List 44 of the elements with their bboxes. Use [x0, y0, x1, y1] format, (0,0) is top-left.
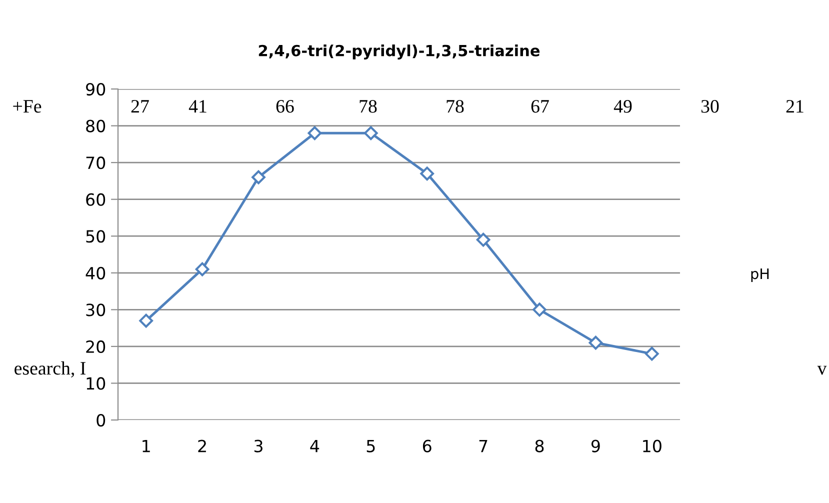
- y-tick-label: 60: [86, 193, 106, 206]
- point: [476, 232, 490, 247]
- annotation: 66: [276, 100, 294, 113]
- x-tick-label: 3: [254, 440, 262, 452]
- point: [252, 170, 266, 184]
- y-tick-label: 50: [86, 230, 106, 243]
- y-tick-label: 20: [86, 340, 106, 354]
- point: [532, 302, 546, 317]
- text: +Fe: [13, 100, 42, 113]
- text: 21: [786, 100, 804, 113]
- annotation: 78: [446, 100, 464, 113]
- text: 30: [701, 100, 719, 113]
- y-tick-label: 10: [86, 377, 106, 390]
- x-tick-label: 9: [591, 440, 600, 452]
- point: [139, 314, 154, 328]
- point: [308, 126, 322, 140]
- y-tick-label: 30: [86, 304, 106, 316]
- text: v: [817, 366, 827, 375]
- y-tick-label: 70: [86, 156, 106, 170]
- annotation: 67: [531, 100, 549, 113]
- annotation: 41: [188, 100, 206, 113]
- text: pH: [751, 268, 769, 282]
- x-tick-label: 4: [310, 440, 320, 452]
- chart-title: 2,4,6-tri(2-pyridyl)-1,3,5-triazine: [258, 44, 540, 60]
- y-tick-label: 90: [86, 82, 106, 96]
- point: [364, 126, 378, 140]
- x-tick-label: 7: [479, 440, 488, 452]
- annotation: 27: [131, 100, 149, 113]
- x-tick-label: 5: [366, 440, 375, 452]
- y-tick-label: 80: [86, 120, 106, 132]
- x-tick-label: 2: [198, 440, 206, 452]
- x-tick-label: 10: [643, 440, 662, 452]
- point: [644, 346, 659, 361]
- point: [420, 166, 434, 181]
- x-tick-label: 1: [142, 440, 150, 452]
- point: [588, 336, 603, 350]
- text: esearch, I: [14, 361, 86, 378]
- annotation: 78: [360, 100, 377, 113]
- point: [195, 262, 210, 276]
- y-tick-label: 40: [86, 266, 106, 280]
- y-tick-label: 0: [96, 414, 106, 427]
- x-tick-label: 8: [535, 440, 544, 452]
- annotation: 49: [614, 100, 632, 113]
- x-tick-label: 6: [422, 440, 432, 452]
